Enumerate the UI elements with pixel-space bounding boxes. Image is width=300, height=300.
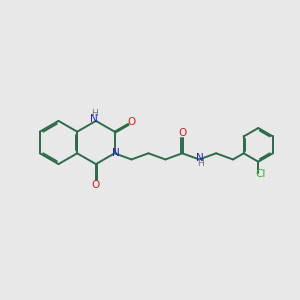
Text: O: O xyxy=(92,180,100,190)
Text: H: H xyxy=(197,159,203,168)
Text: O: O xyxy=(178,128,186,138)
Text: N: N xyxy=(112,148,120,158)
Text: N: N xyxy=(196,153,204,163)
Text: Cl: Cl xyxy=(256,169,266,179)
Text: N: N xyxy=(90,113,98,124)
Text: O: O xyxy=(128,117,136,128)
Text: H: H xyxy=(91,109,98,118)
